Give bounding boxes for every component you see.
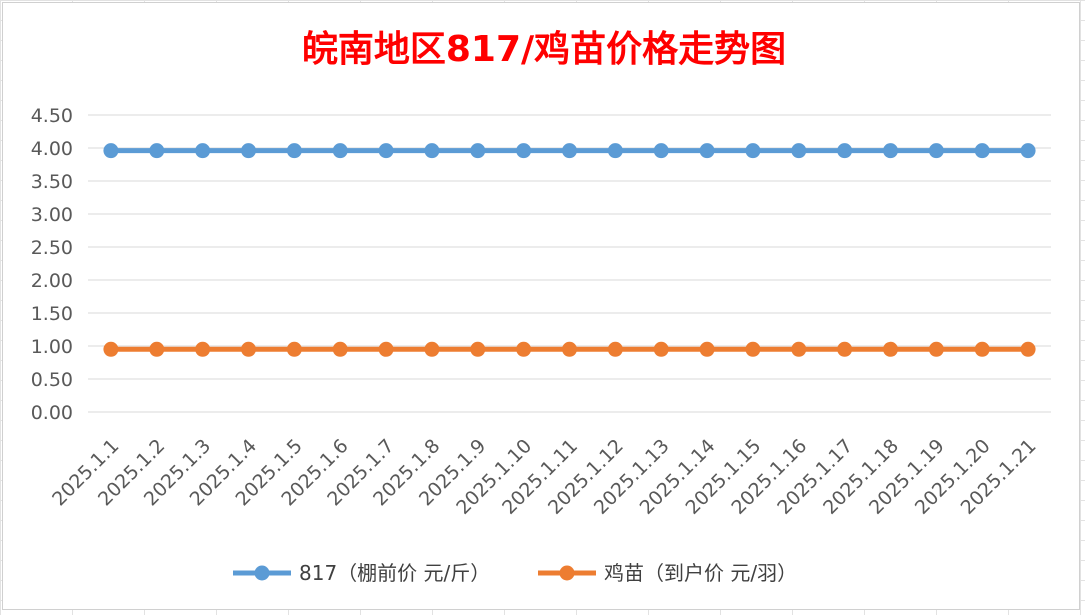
- data-point[interactable]: [791, 341, 807, 357]
- legend: 817（棚前价 元/斤） 鸡苗（到户价 元/羽）: [233, 561, 797, 585]
- data-point[interactable]: [699, 341, 715, 357]
- data-point[interactable]: [378, 143, 394, 159]
- data-point[interactable]: [562, 341, 577, 357]
- data-point[interactable]: [470, 341, 486, 357]
- data-point[interactable]: [470, 143, 486, 159]
- y-tick-label: 0.00: [31, 402, 73, 424]
- legend-marker: [559, 565, 575, 581]
- data-point[interactable]: [424, 143, 440, 159]
- data-point[interactable]: [928, 143, 944, 159]
- chart-title: 皖南地区817/鸡苗价格走势图: [302, 29, 786, 70]
- data-point[interactable]: [928, 341, 944, 357]
- data-point[interactable]: [974, 143, 990, 159]
- data-point[interactable]: [424, 341, 440, 357]
- data-point[interactable]: [974, 341, 990, 357]
- data-point[interactable]: [1020, 341, 1036, 357]
- y-tick-label: 1.50: [31, 303, 73, 325]
- y-tick-label: 3.00: [31, 204, 73, 226]
- data-point[interactable]: [149, 143, 165, 159]
- data-point[interactable]: [653, 341, 669, 357]
- data-point[interactable]: [332, 341, 348, 357]
- series-2: [103, 341, 1036, 357]
- y-axis-tick-labels: 0.00 0.50 1.00 1.50 2.00 2.50 3.00 3.50 4.00 4.50: [31, 105, 73, 424]
- data-point[interactable]: [883, 143, 898, 159]
- legend-marker: [254, 565, 270, 581]
- data-point[interactable]: [745, 143, 761, 159]
- data-point[interactable]: [791, 143, 807, 159]
- data-point[interactable]: [103, 143, 119, 159]
- y-tick-label: 1.00: [31, 336, 73, 358]
- line-chart: 皖南地区817/鸡苗价格走势图 0.00 0.50 1.00 1.50 2.00 2.50…: [31, 29, 1051, 585]
- data-point[interactable]: [516, 143, 532, 159]
- data-point[interactable]: [103, 341, 119, 357]
- data-point[interactable]: [195, 341, 211, 357]
- legend-entry-label: 鸡苗（到户价 元/羽）: [604, 561, 797, 585]
- data-point[interactable]: [195, 143, 211, 159]
- legend-entry-label: 817（棚前价 元/斤）: [299, 561, 490, 585]
- series-1: [103, 143, 1036, 159]
- data-point[interactable]: [562, 143, 577, 159]
- data-point[interactable]: [607, 341, 623, 357]
- x-axis-tick-labels: 2025.1.12025.1.22025.1.32025.1.42025.1.5…: [48, 435, 1041, 519]
- data-point[interactable]: [516, 341, 532, 357]
- data-point[interactable]: [883, 341, 898, 357]
- data-point[interactable]: [378, 341, 394, 357]
- data-point[interactable]: [149, 341, 165, 357]
- data-point[interactable]: [1020, 143, 1036, 159]
- data-point[interactable]: [286, 143, 302, 159]
- data-point[interactable]: [837, 143, 853, 159]
- data-point[interactable]: [241, 143, 256, 159]
- y-tick-label: 4.50: [31, 105, 73, 127]
- series-layer: [103, 143, 1036, 357]
- y-tick-label: 3.50: [31, 171, 73, 193]
- data-point[interactable]: [653, 143, 669, 159]
- y-tick-label: 0.50: [31, 369, 73, 391]
- data-point[interactable]: [332, 143, 348, 159]
- data-point[interactable]: [699, 143, 715, 159]
- gridlines: [88, 114, 1051, 413]
- data-point[interactable]: [241, 341, 256, 357]
- data-point[interactable]: [286, 341, 302, 357]
- y-tick-label: 2.50: [31, 237, 73, 259]
- y-tick-label: 4.00: [31, 138, 73, 160]
- y-tick-label: 2.00: [31, 270, 73, 292]
- data-point[interactable]: [607, 143, 623, 159]
- data-point[interactable]: [837, 341, 853, 357]
- data-point[interactable]: [745, 341, 761, 357]
